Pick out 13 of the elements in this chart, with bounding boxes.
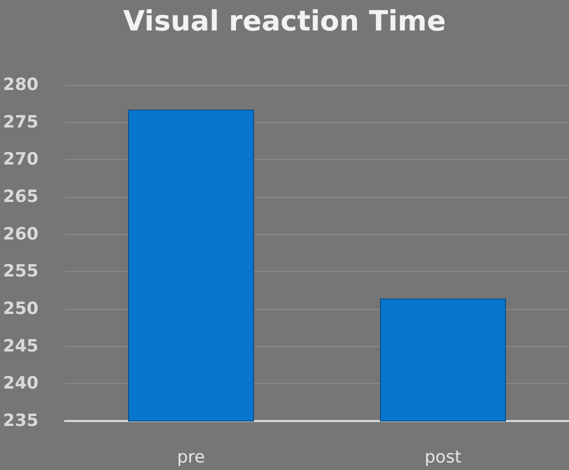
y-tick-label: 260	[3, 224, 39, 244]
y-tick-label: 280	[3, 75, 39, 95]
y-tick-label: 255	[3, 262, 38, 282]
chart-title: Visual reaction Time	[123, 4, 446, 38]
y-tick-label: 275	[3, 112, 38, 132]
y-tick-label: 250	[3, 299, 39, 319]
x-tick-label: pre	[177, 448, 205, 468]
y-tick-label: 240	[3, 374, 39, 394]
y-tick-label: 245	[3, 336, 38, 356]
x-tick-label: post	[424, 448, 462, 468]
y-tick-label: 265	[3, 187, 38, 207]
y-tick-label: 270	[3, 150, 39, 170]
y-tick-label: 235	[3, 411, 38, 431]
